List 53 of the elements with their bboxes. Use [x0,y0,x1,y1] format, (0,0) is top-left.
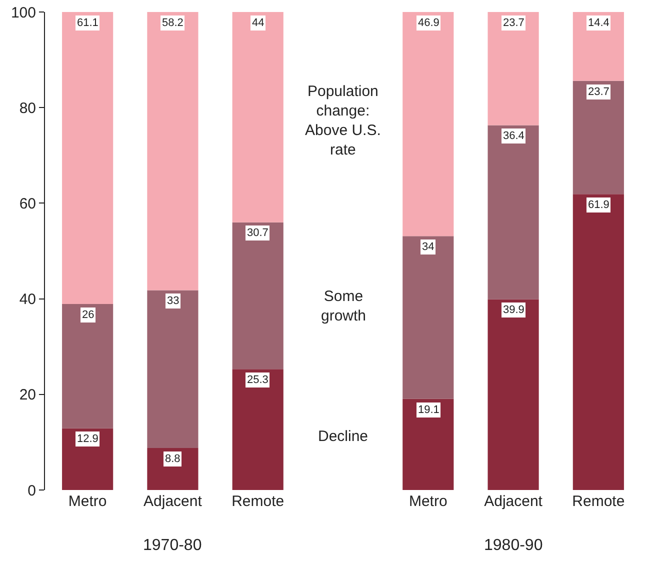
bar [62,428,114,490]
data-label: 8.8 [165,453,180,465]
text: Some growth [321,288,366,324]
bar [572,12,624,81]
bar [488,299,539,490]
x-tick-label: Adjacent [144,493,203,510]
data-label: 14.4 [588,17,610,29]
bar [572,80,624,194]
data-label: 23.7 [588,86,610,98]
series-label: Population change: Above U.S. rate [305,83,381,158]
y-tick-label: 40 [19,291,36,308]
bar [62,12,114,304]
bar [147,290,198,448]
bar [488,12,539,126]
bar [232,12,284,222]
text: Decline [318,428,368,445]
bar [232,369,284,490]
y-tick-label: 100 [10,4,36,22]
bar [62,304,114,428]
data-label: 44 [252,17,264,29]
bar [147,12,198,290]
bar [232,222,284,370]
bar [488,125,539,300]
data-label: 12.9 [77,433,98,445]
text: 1980-90 [484,537,543,554]
x-tick-label: Metro [68,493,107,510]
x-tick-label: Remote [572,493,625,510]
x-tick-label: Metro [408,493,448,510]
data-label: 39.9 [503,304,524,316]
bar [147,448,198,490]
bar [402,12,454,236]
data-label: 34 [422,241,434,253]
y-tick-label: 0 [28,482,36,500]
x-tick-label: Remote [232,493,284,510]
data-label: 30.7 [247,227,268,239]
x-tick-label: Adjacent [484,493,544,510]
data-label: 26 [82,309,94,321]
bar [572,194,624,490]
data-label: 36.4 [503,130,524,142]
data-label: 61.1 [77,17,98,29]
text: 1970-80 [143,537,202,554]
y-tick-label: 60 [19,195,36,212]
y-tick-label: 80 [19,100,36,117]
data-label: 58.2 [162,17,184,29]
bar [402,236,454,399]
data-label: 19.1 [418,404,440,416]
bar [402,398,454,490]
data-label: 33 [167,295,180,307]
data-label: 23.7 [503,17,524,29]
y-tick-label: 20 [19,386,36,404]
data-label: 25.3 [247,374,268,386]
data-label: 61.9 [588,199,610,211]
data-label: 46.9 [418,17,440,29]
